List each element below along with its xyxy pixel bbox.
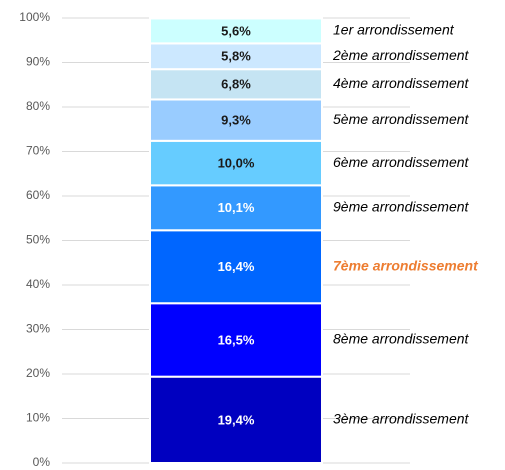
- y-tick-label: 80%: [26, 99, 50, 113]
- legend-label: 3ème arrondissement: [333, 411, 470, 427]
- bar-segment: [149, 17, 323, 45]
- bar-segment: [149, 184, 323, 232]
- data-label: 10,0%: [218, 156, 255, 171]
- y-tick-label: 60%: [26, 188, 50, 202]
- data-label: 5,6%: [221, 23, 251, 38]
- legend-label: 7ème arrondissement: [333, 257, 479, 273]
- data-label: 5,8%: [221, 49, 251, 64]
- data-label: 16,5%: [218, 332, 255, 347]
- y-tick-label: 10%: [26, 411, 50, 425]
- y-tick-label: 50%: [26, 233, 50, 247]
- bar-segment: [149, 229, 323, 305]
- legend-label: 1er arrondissement: [333, 22, 455, 38]
- data-label: 16,4%: [218, 259, 255, 274]
- legend-label: 4ème arrondissement: [333, 75, 470, 91]
- legend-label: 5ème arrondissement: [333, 111, 470, 127]
- data-label: 6,8%: [221, 77, 251, 92]
- bar-segment: [149, 375, 323, 465]
- legend-label: 6ème arrondissement: [333, 154, 470, 170]
- y-tick-label: 30%: [26, 322, 50, 336]
- data-label: 19,4%: [218, 412, 255, 427]
- y-tick-label: 90%: [26, 55, 50, 69]
- y-tick-label: 0%: [33, 455, 51, 469]
- y-tick-label: 70%: [26, 144, 50, 158]
- data-label: 9,3%: [221, 113, 251, 128]
- legend-label: 2ème arrondissement: [332, 47, 470, 63]
- y-tick-label: 40%: [26, 277, 50, 291]
- legend-label: 9ème arrondissement: [333, 198, 470, 214]
- bar-segment: [149, 139, 323, 187]
- bar-segment: [149, 302, 323, 378]
- y-tick-label: 100%: [19, 10, 50, 24]
- data-label: 10,1%: [218, 200, 255, 215]
- legend-label: 8ème arrondissement: [333, 331, 470, 347]
- y-tick-label: 20%: [26, 366, 50, 380]
